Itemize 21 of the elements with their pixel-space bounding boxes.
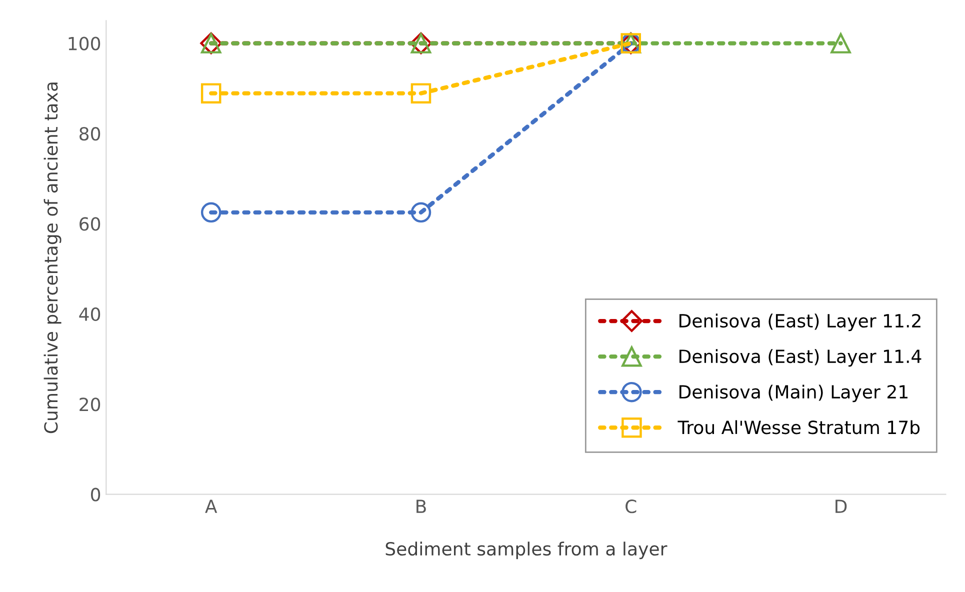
point (830, 33, 851, 54)
y-tick-label: 20 (80, 398, 100, 412)
point (200, 202, 222, 223)
point (410, 83, 432, 104)
x-tick-label: A (205, 500, 218, 513)
x-tick-label: D (836, 500, 847, 513)
legend-label: Denisova (East) Layer 11.4 (680, 349, 922, 367)
y-tick-label: 80 (80, 126, 100, 141)
x-tick-label: B (416, 500, 426, 513)
point (200, 83, 222, 104)
y-tick-label: 40 (79, 307, 100, 322)
y-tick-label: 100 (68, 36, 100, 50)
point (410, 202, 432, 223)
y-axis-title: Cumulative percentage of ancient taxa (44, 82, 62, 434)
legend-label: Denisova (East) Layer 11.2 (680, 314, 920, 332)
y-tick-label: 0 (90, 488, 100, 502)
legend-label: Trou Al'Wesse Stratum 17b (678, 420, 920, 434)
x-tick-label: C (626, 500, 636, 514)
x-axis-title: Sediment samples from a layer (386, 542, 668, 560)
y-tick-label: 60 (80, 217, 100, 231)
legend-label: Denisova (Main) Layer 21 (680, 384, 908, 402)
